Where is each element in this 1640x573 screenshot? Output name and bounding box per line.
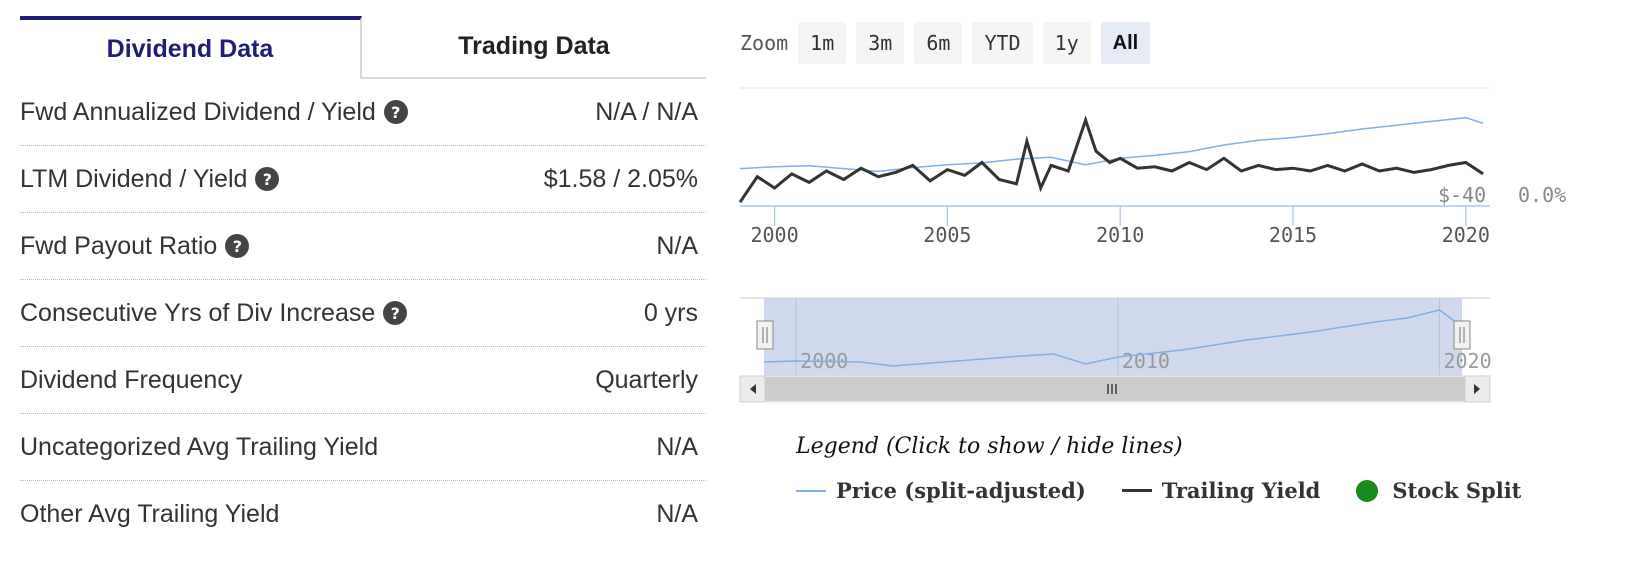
row-fwd-annualized-dividend: Fwd Annualized Dividend / Yield? N/A / N… [20, 79, 706, 146]
tab-bar: Dividend Data Trading Data [20, 16, 706, 79]
zoom-ytd-button[interactable]: YTD [972, 22, 1033, 64]
row-label: Fwd Annualized Dividend / Yield [20, 97, 376, 126]
row-value: Quarterly [595, 365, 698, 394]
navigator-left-handle[interactable] [756, 320, 774, 350]
x-tick-label: 2020 [1442, 223, 1490, 247]
yield-axis-label: 0.0% [1518, 183, 1566, 207]
scrollbar-thumb[interactable] [765, 377, 1465, 401]
row-consecutive-yrs: Consecutive Yrs of Div Increase? 0 yrs [20, 280, 706, 347]
help-icon[interactable]: ? [225, 234, 250, 258]
row-ltm-dividend: LTM Dividend / Yield? $1.58 / 2.05% [20, 146, 706, 213]
chart-legend: Price (split-adjusted) Trailing Yield St… [796, 478, 1557, 503]
left-arrow-icon[interactable] [739, 375, 766, 403]
navigator-right-handle[interactable] [1453, 320, 1471, 350]
help-icon[interactable]: ? [383, 301, 408, 325]
dividend-panel: Dividend Data Trading Data Fwd Annualize… [20, 16, 706, 547]
legend-label: Price (split-adjusted) [836, 478, 1086, 503]
row-value: N/A [656, 231, 698, 260]
row-other-avg-yield: Other Avg Trailing Yield N/A [20, 481, 706, 547]
zoom-3m-button[interactable]: 3m [856, 22, 905, 64]
row-label: Uncategorized Avg Trailing Yield [20, 432, 379, 461]
row-label: Other Avg Trailing Yield [20, 499, 280, 528]
legend-label: Stock Split [1392, 478, 1522, 503]
legend-item-price[interactable]: Price (split-adjusted) [796, 478, 1086, 503]
row-value: 0 yrs [643, 298, 698, 327]
navigator-tick-label: 2020 [1443, 349, 1491, 373]
x-tick-label: 2010 [1096, 223, 1144, 247]
tab-dividend-data[interactable]: Dividend Data [20, 16, 362, 79]
zoom-6m-button[interactable]: 6m [914, 22, 963, 64]
row-dividend-frequency: Dividend Frequency Quarterly [20, 347, 706, 414]
navigator-selection[interactable] [764, 298, 1462, 376]
grip-icon [1107, 384, 1117, 394]
dividend-rows: Fwd Annualized Dividend / Yield? N/A / N… [20, 79, 706, 547]
zoom-all-button[interactable]: All [1100, 22, 1151, 64]
zoom-1m-button[interactable]: 1m [798, 22, 847, 64]
row-value: N/A [656, 499, 698, 528]
row-value: N/A [656, 432, 698, 461]
x-tick-label: 2000 [750, 223, 798, 247]
row-value: N/A / N/A [595, 97, 698, 126]
legend-item-stock-split[interactable]: Stock Split [1356, 478, 1521, 503]
stock-split-dot-icon [1356, 479, 1379, 502]
zoom-label: Zoom [740, 31, 789, 55]
row-label: Dividend Frequency [20, 365, 243, 394]
row-label: Consecutive Yrs of Div Increase [20, 298, 376, 327]
zoom-1y-button[interactable]: 1y [1042, 22, 1091, 64]
price-axis-label: $-40 [1438, 183, 1486, 207]
x-axis-ticks: 2000 2005 2010 2015 2020 [750, 206, 1490, 247]
legend-item-trailing-yield[interactable]: Trailing Yield [1121, 478, 1321, 503]
yield-series-line [738, 115, 1484, 204]
tab-trading-data[interactable]: Trading Data [458, 32, 610, 60]
legend-label: Trailing Yield [1161, 478, 1321, 503]
help-icon[interactable]: ? [383, 100, 408, 124]
legend-title: Legend (Click to show / hide lines) [796, 434, 1183, 459]
navigator-series-line [763, 309, 1457, 367]
x-tick-label: 2015 [1269, 223, 1317, 247]
row-value: $1.58 / 2.05% [543, 164, 698, 193]
right-arrow-icon[interactable] [1464, 375, 1491, 403]
row-fwd-payout-ratio: Fwd Payout Ratio? N/A [20, 213, 706, 280]
x-tick-label: 2005 [923, 223, 971, 247]
row-label: LTM Dividend / Yield [20, 164, 248, 193]
zoom-bar: Zoom 1m 3m 6m YTD 1y All [740, 22, 1160, 64]
navigator-tick-label: 2010 [1122, 349, 1170, 373]
price-line-swatch [796, 489, 826, 492]
row-label: Fwd Payout Ratio [20, 231, 218, 260]
row-uncategorized-avg-yield: Uncategorized Avg Trailing Yield N/A [20, 414, 706, 481]
yield-line-swatch [1121, 489, 1152, 492]
help-icon[interactable]: ? [255, 167, 280, 191]
